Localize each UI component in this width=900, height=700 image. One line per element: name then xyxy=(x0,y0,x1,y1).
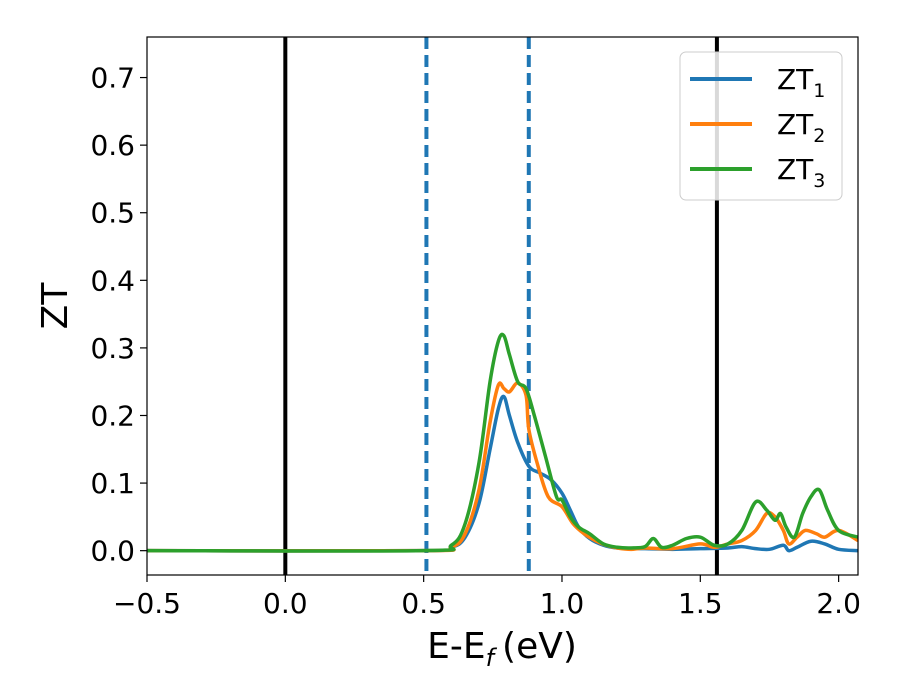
y-tick-label: 0.2 xyxy=(90,399,135,432)
legend-label: ZT1 xyxy=(777,63,825,102)
y-tick-label: 0.5 xyxy=(90,197,135,230)
plot-frame xyxy=(146,36,859,576)
y-tick-label: 0.4 xyxy=(90,264,135,297)
x-tick-label: −0.5 xyxy=(113,587,181,620)
series-line-1 xyxy=(147,394,858,553)
legend-item-1: ZT1 xyxy=(690,63,825,102)
series-lines xyxy=(147,332,858,553)
x-tick-label: 2.0 xyxy=(816,587,861,620)
y-tick-label: 0.6 xyxy=(90,129,135,162)
reference-lines xyxy=(283,37,719,575)
x-tick-label: 1.0 xyxy=(540,587,585,620)
x-axis: −0.5 0.0 0.5 1.0 1.5 2.0 xyxy=(113,575,861,620)
y-tick-label: 0.3 xyxy=(90,332,135,365)
series-line-3 xyxy=(147,332,858,553)
x-tick-label: 0.0 xyxy=(263,587,308,620)
legend: ZT1 ZT2 ZT3 xyxy=(679,51,843,201)
legend-item-2: ZT2 xyxy=(690,108,825,147)
legend-box xyxy=(679,51,843,201)
y-axis-label: ZT xyxy=(35,282,76,330)
legend-label: ZT3 xyxy=(777,153,825,192)
y-axis: 0.0 0.1 0.2 0.3 0.4 0.5 0.6 0.7 xyxy=(90,62,147,568)
legend-item-3: ZT3 xyxy=(690,153,825,192)
y-tick-label: 0.0 xyxy=(90,535,135,568)
x-tick-label: 1.5 xyxy=(678,587,723,620)
x-tick-label: 0.5 xyxy=(401,587,446,620)
y-tick-label: 0.7 xyxy=(90,62,135,95)
series-line-2 xyxy=(147,381,858,553)
y-tick-label: 0.1 xyxy=(90,467,135,500)
x-axis-label: E-Ef (eV) xyxy=(427,626,577,672)
legend-label: ZT2 xyxy=(777,108,825,147)
